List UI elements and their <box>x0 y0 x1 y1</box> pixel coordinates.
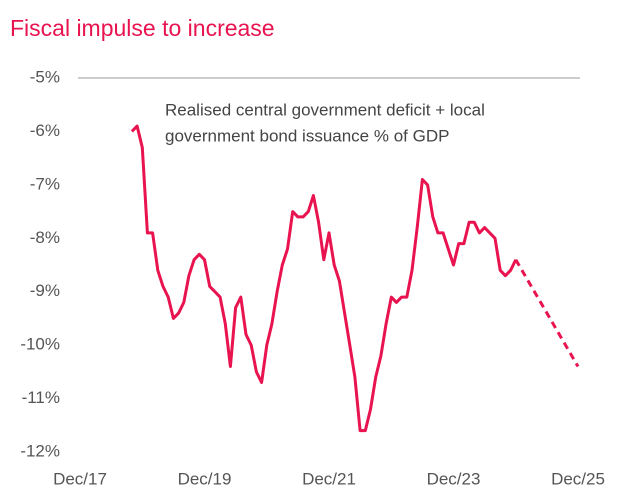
x-tick-label: Dec/23 <box>427 469 481 488</box>
annotation: government bond issuance % of GDP <box>165 126 449 145</box>
y-tick-label: -5% <box>30 67 60 86</box>
y-tick-label: -10% <box>20 335 60 354</box>
x-tick-label: Dec/17 <box>53 469 107 488</box>
y-tick-label: -6% <box>30 121 60 140</box>
series-line <box>514 258 580 368</box>
x-tick-label: Dec/21 <box>302 469 356 488</box>
y-tick-label: -8% <box>30 228 60 247</box>
y-tick-label: -7% <box>30 174 60 193</box>
x-tick-label: Dec/19 <box>178 469 232 488</box>
chart-title: Fiscal impulse to increase <box>10 15 275 41</box>
series-line <box>130 124 518 433</box>
y-tick-label: -11% <box>22 388 60 407</box>
x-tick-label: Dec/25 <box>551 469 605 488</box>
y-tick-label: -9% <box>30 281 60 300</box>
y-tick-label: -12% <box>20 441 60 460</box>
annotation: Realised central government deficit + lo… <box>165 100 485 119</box>
